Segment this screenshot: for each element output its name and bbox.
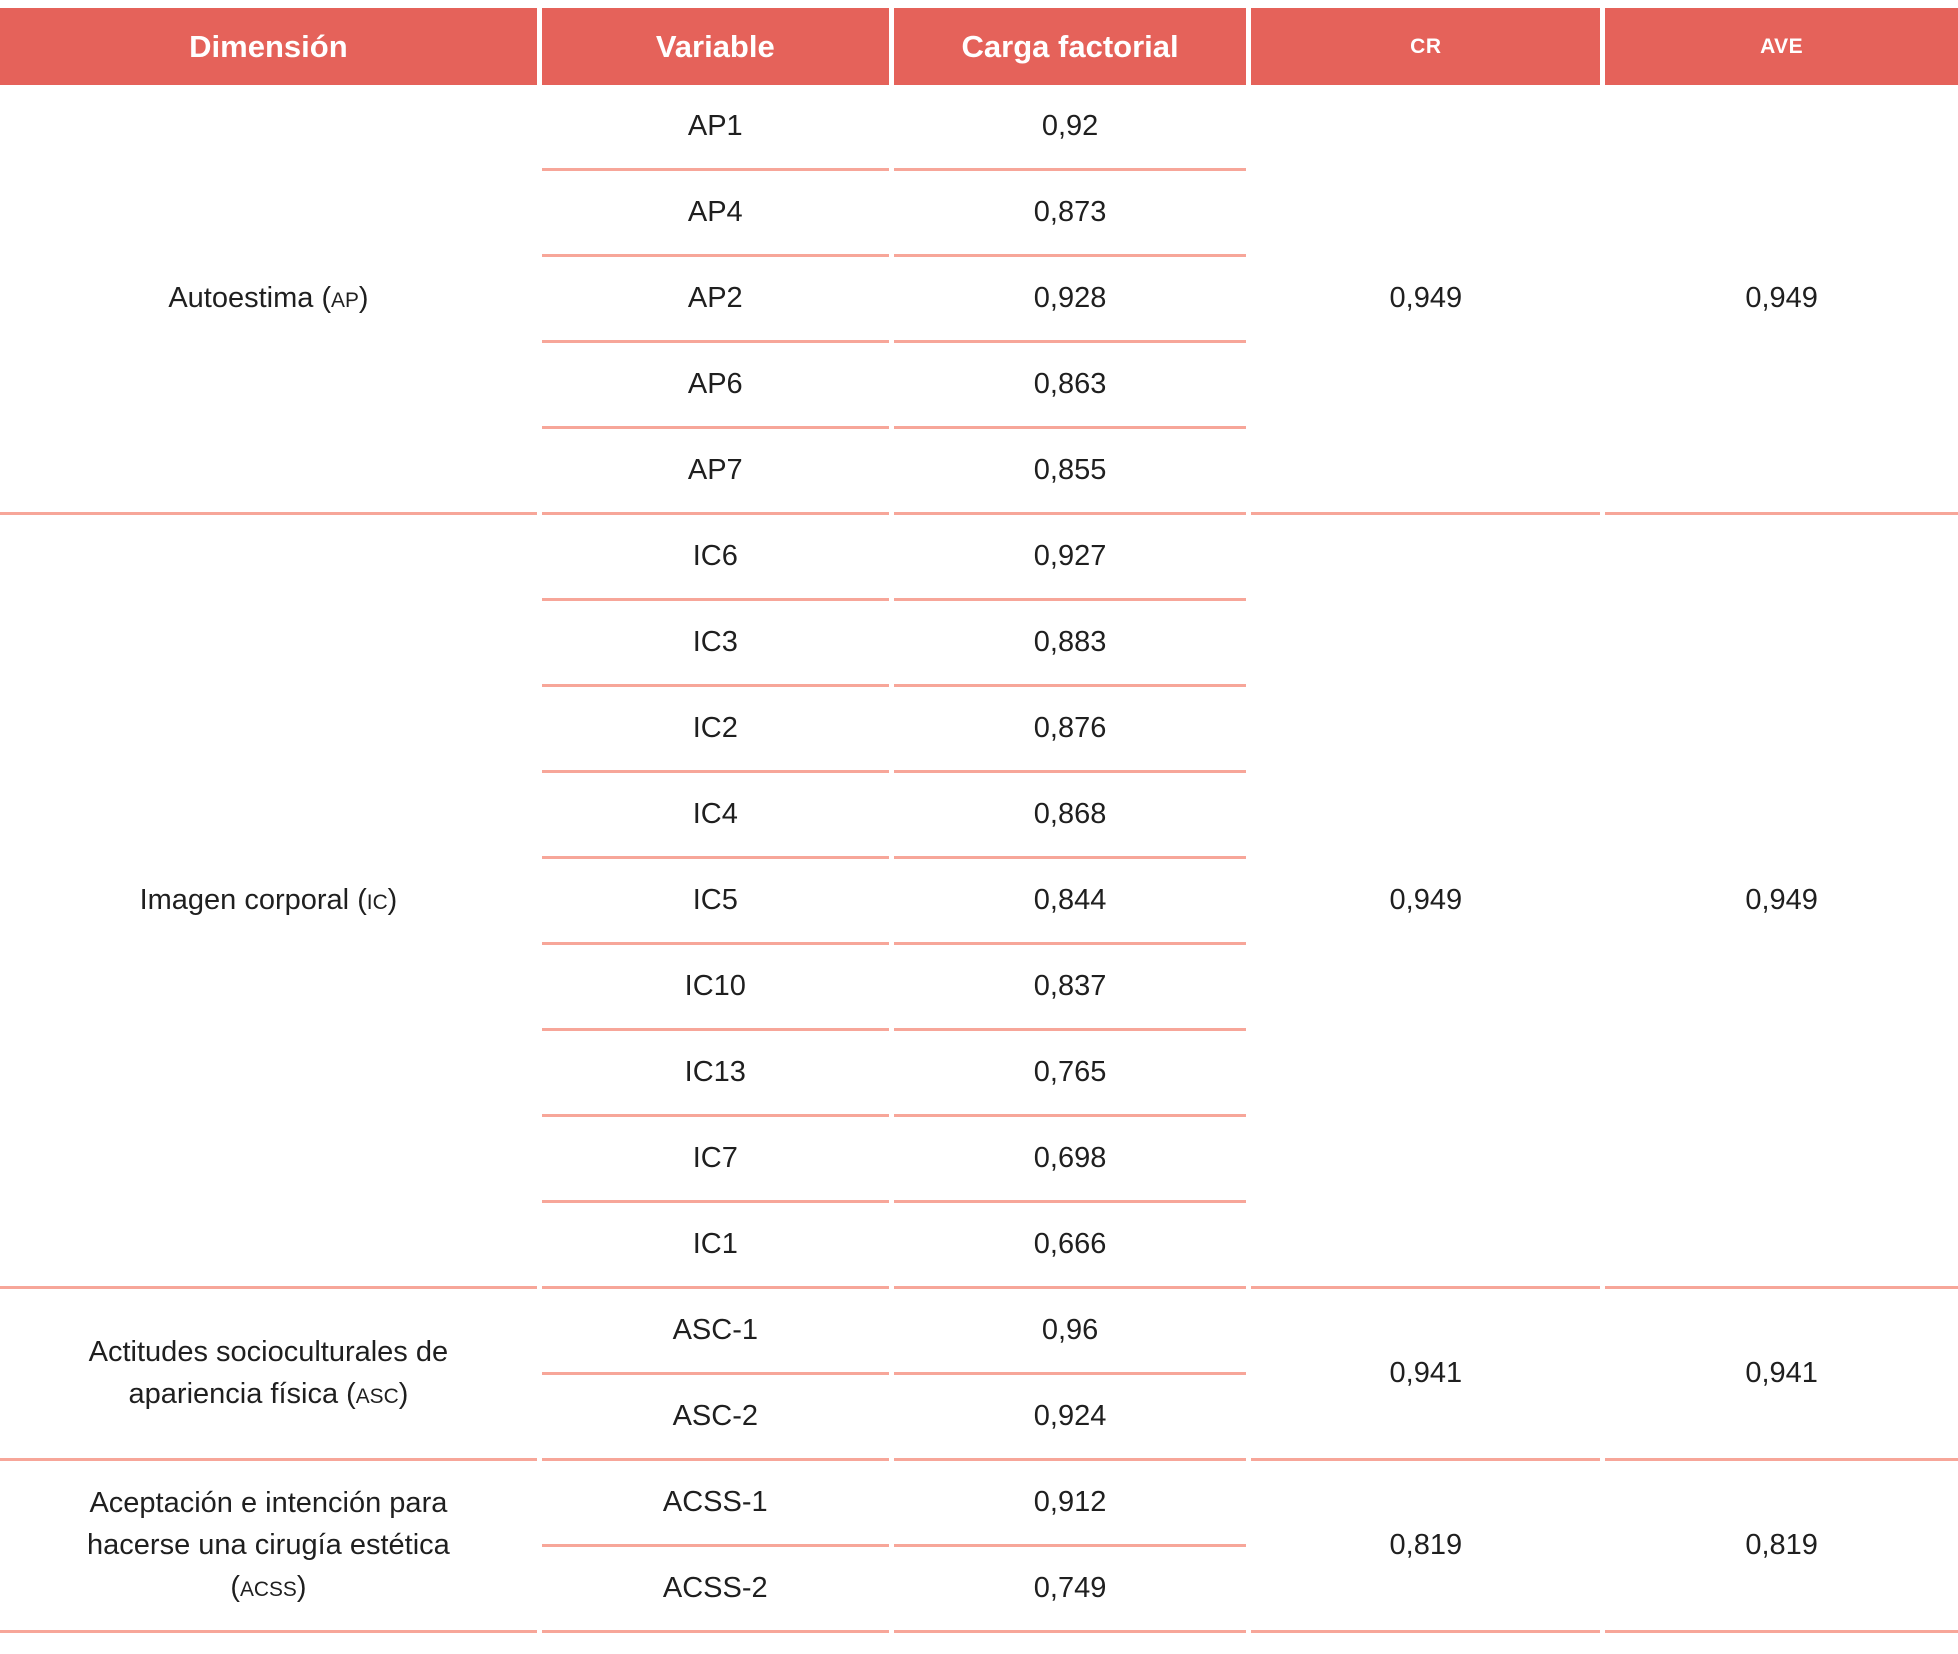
ave-cell: 0,819 [1605,1461,1958,1633]
dimension-text: Imagen corporal IC [53,879,483,922]
cr-cell: 0,819 [1251,1461,1601,1633]
variable-cell: IC1 [541,1203,889,1289]
variable-cell: ACSS-2 [541,1547,889,1633]
table-row: ACSS-2 0,749 [0,1547,1958,1633]
variable-cell: IC2 [541,687,889,773]
variable-cell: IC7 [541,1117,889,1203]
loading-cell: 0,666 [893,1203,1247,1289]
loading-cell: 0,928 [893,257,1247,343]
column-header-dimension: Dimensión [0,8,537,85]
column-header-ave: AVE [1605,8,1958,85]
column-header-cr: CR [1251,8,1601,85]
dimension-text: Aceptación e intención para hacerse una … [53,1482,483,1609]
table-row: ASC-2 0,924 [0,1375,1958,1461]
table-row: IC10 0,837 [0,945,1958,1031]
table-header: Dimensión Variable Carga factorial CR AV… [0,8,1958,85]
dimension-label: Autoestima [168,282,314,315]
loading-cell: 0,927 [893,515,1247,601]
cr-cell: 0,941 [1251,1289,1601,1461]
column-header-variable: Variable [541,8,889,85]
loading-cell: 0,749 [893,1547,1247,1633]
table-body: Autoestima APAP10,920,9490,949AP40,873AP… [0,85,1958,1633]
loading-cell: 0,912 [893,1461,1247,1547]
dimension-cell: Aceptación e intención para hacerse una … [0,1461,537,1633]
loading-cell: 0,844 [893,859,1247,945]
dimension-abbr: IC [357,891,397,914]
loading-cell: 0,765 [893,1031,1247,1117]
loading-cell: 0,96 [893,1289,1247,1375]
table-row: AP2 0,928 [0,257,1958,343]
table-row: AP7 0,855 [0,429,1958,515]
loading-cell: 0,863 [893,343,1247,429]
loading-cell: 0,92 [893,85,1247,171]
variable-cell: ASC-2 [541,1375,889,1461]
loading-cell: 0,876 [893,687,1247,773]
table-row: AP6 0,863 [0,343,1958,429]
variable-cell: AP2 [541,257,889,343]
variable-cell: AP1 [541,85,889,171]
loading-cell: 0,868 [893,773,1247,859]
cr-cell: 0,949 [1251,515,1601,1289]
loading-cell: 0,855 [893,429,1247,515]
loading-cell: 0,698 [893,1117,1247,1203]
variable-cell: IC10 [541,945,889,1031]
dimension-label: Imagen corporal [139,884,350,917]
variable-cell: AP4 [541,171,889,257]
table-row: AP4 0,873 [0,171,1958,257]
dimension-label: Actitudes socioculturales de apariencia … [88,1336,449,1411]
ave-cell: 0,949 [1605,515,1958,1289]
table-row: IC7 0,698 [0,1117,1958,1203]
loading-cell: 0,837 [893,945,1247,1031]
loading-cell: 0,924 [893,1375,1247,1461]
variable-cell: AP7 [541,429,889,515]
table-row: IC1 0,666 [0,1203,1958,1289]
variable-cell: IC4 [541,773,889,859]
variable-cell: AP6 [541,343,889,429]
variable-cell: ACSS-1 [541,1461,889,1547]
table-row: IC4 0,868 [0,773,1958,859]
ave-cell: 0,949 [1605,85,1958,515]
table-row: IC13 0,765 [0,1031,1958,1117]
table-row: Actitudes socioculturales de apariencia … [0,1289,1958,1461]
column-header-carga-factorial: Carga factorial [893,8,1247,85]
table-row: IC3 0,883 [0,601,1958,687]
loading-cell: 0,873 [893,171,1247,257]
dimension-cell: Autoestima AP [0,85,537,515]
dimension-cell: Imagen corporal IC [0,515,537,1289]
variable-cell: IC5 [541,859,889,945]
table-row: IC2 0,876 [0,687,1958,773]
variable-cell: ASC-1 [541,1289,889,1375]
dimension-abbr: ACSS [230,1578,306,1601]
table-row: IC5 0,844 [0,859,1958,945]
variable-cell: IC3 [541,601,889,687]
dimension-abbr: ASC [346,1385,408,1408]
loading-cell: 0,883 [893,601,1247,687]
cr-cell: 0,949 [1251,85,1601,515]
dimension-cell: Actitudes socioculturales de apariencia … [0,1289,537,1461]
dimension-text: Autoestima AP [53,277,483,320]
variable-cell: IC6 [541,515,889,601]
dimension-label: Aceptación e intención para hacerse una … [87,1487,450,1562]
factor-loadings-table: Dimensión Variable Carga factorial CR AV… [0,8,1958,1633]
dimension-abbr: AP [321,289,368,312]
variable-cell: IC13 [541,1031,889,1117]
ave-cell: 0,941 [1605,1289,1958,1461]
header-row: Dimensión Variable Carga factorial CR AV… [0,8,1958,85]
table-row: Aceptación e intención para hacerse una … [0,1461,1958,1633]
dimension-text: Actitudes socioculturales de apariencia … [53,1331,483,1416]
